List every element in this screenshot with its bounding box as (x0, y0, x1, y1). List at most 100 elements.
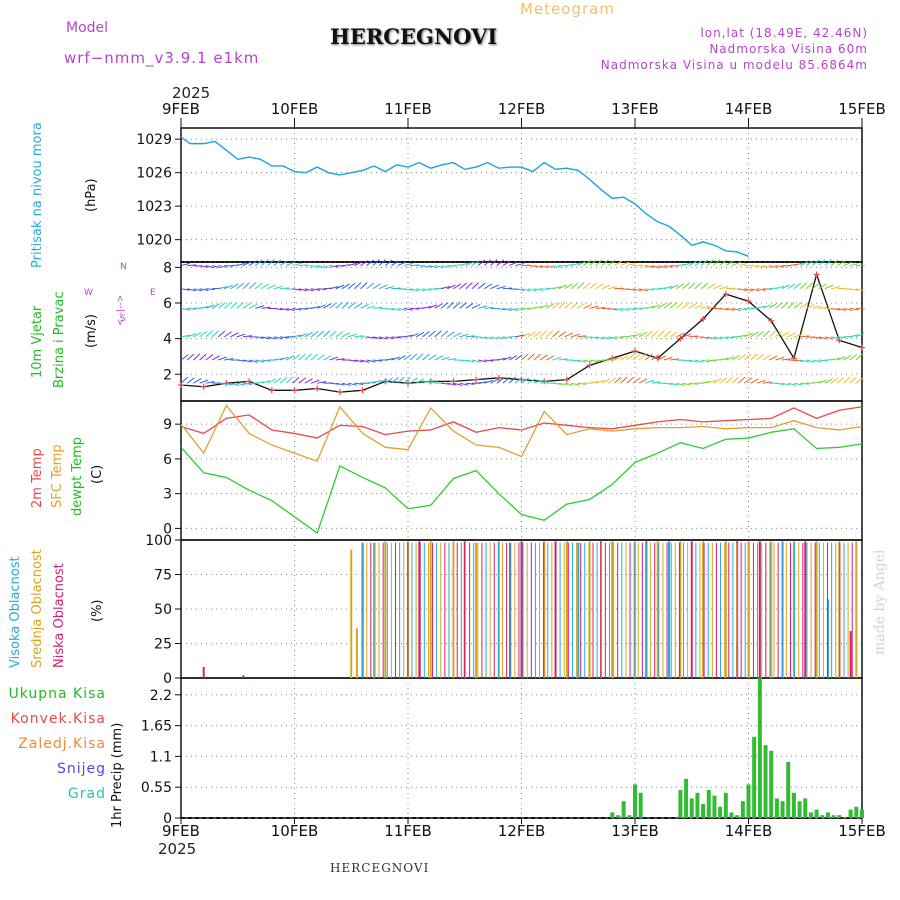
wind-barb (478, 381, 488, 384)
wind-barb (725, 287, 735, 290)
wind-barb (477, 259, 486, 266)
wind-barb (707, 359, 717, 362)
wind-barb (837, 356, 846, 361)
wind-barb (465, 359, 475, 363)
wind-barb (410, 307, 420, 310)
wind-barb (515, 288, 525, 291)
wind-barb (459, 302, 467, 309)
wind-barb (719, 357, 729, 361)
wind-barb (465, 382, 475, 385)
wind-barb (360, 359, 370, 363)
wind-barb (248, 260, 257, 266)
wind-barb (620, 376, 628, 384)
wind-barb (329, 286, 339, 290)
precip-bar (684, 778, 689, 818)
wind-barb (570, 382, 580, 386)
wind-barb (793, 382, 803, 386)
wind-barb (310, 379, 320, 384)
wind-barb (812, 359, 822, 363)
wind-barb (502, 287, 512, 290)
wind-barb (700, 305, 710, 309)
wind-barb (329, 382, 339, 385)
wind-barb (818, 283, 827, 290)
wind-barb (366, 282, 374, 290)
wind-barb (186, 353, 195, 361)
wind-barb (217, 302, 226, 309)
wind-barb (552, 356, 562, 361)
wind-barb (843, 307, 853, 311)
wind-barb (756, 379, 766, 384)
wind-barb (323, 355, 332, 361)
wind-barb (391, 356, 401, 361)
wind-barb (595, 259, 603, 266)
wind-barb (577, 359, 587, 363)
wind-barb (688, 382, 698, 385)
wind-barb (286, 261, 295, 267)
wind-barb (354, 359, 364, 363)
precip-bar (831, 815, 836, 818)
wind-barb (416, 331, 425, 338)
low-cloud-bar (520, 541, 523, 678)
dewpt-line (180, 428, 863, 535)
wind-barb (310, 353, 319, 361)
wind-barb (465, 282, 473, 290)
wind-barb (453, 332, 462, 338)
y-tick-label: 3 (163, 487, 172, 503)
wind-barb (465, 335, 475, 338)
wind-barb (409, 377, 418, 384)
wind-speed-marker (700, 316, 707, 323)
wind-barb (570, 359, 581, 362)
precip-bar (860, 809, 864, 818)
wind-barb (478, 359, 488, 363)
wind-barb (378, 259, 387, 266)
wind-barb (800, 335, 810, 338)
wind-barb (440, 286, 450, 290)
y-tick-label: 1026 (136, 166, 172, 182)
wind-barb (638, 378, 648, 384)
wind-barb (248, 282, 257, 290)
wind-barb (372, 359, 382, 362)
wind-barb (422, 288, 432, 291)
wind-barb (422, 353, 430, 361)
wind-barb (719, 286, 729, 290)
wind-barb (372, 283, 381, 290)
mid-cloud-bar (656, 541, 659, 678)
wind-barb (391, 307, 401, 311)
wind-speed-marker (200, 383, 207, 390)
wind-barb (675, 301, 684, 309)
y-tick-label: 1020 (136, 233, 172, 249)
wind-barb (242, 261, 252, 267)
wind-barb (775, 330, 783, 338)
wind-speed-marker (609, 355, 616, 362)
wind-barb (298, 307, 308, 310)
wind-barb (706, 283, 716, 290)
wind-barb (484, 379, 494, 384)
wind-barb (236, 282, 245, 290)
wind-barb (762, 381, 772, 384)
wind-barb (707, 336, 717, 340)
wind-barb (539, 381, 550, 384)
wind-barb (744, 377, 752, 384)
wind-barb (806, 359, 816, 363)
wind-barb (775, 356, 785, 361)
wind-barb (317, 304, 326, 309)
wind-speed-marker (336, 389, 343, 396)
wind-barb (490, 259, 498, 266)
wind-barb (694, 359, 704, 363)
precip-bar (786, 762, 791, 818)
low-cloud-bar (509, 542, 512, 678)
wind-barb (335, 382, 345, 386)
wind-barb (347, 302, 356, 309)
pressure-line (180, 136, 749, 258)
wind-barb (756, 330, 765, 338)
wind-barb (682, 302, 690, 309)
wind-barb (422, 305, 432, 309)
wind-barb (806, 304, 815, 309)
wind-barb (323, 303, 332, 309)
wind-barb (812, 282, 820, 290)
wind-barb (533, 288, 543, 291)
wind-barb (391, 336, 401, 339)
wind-barb (199, 265, 209, 268)
wind-barb (292, 262, 302, 267)
wind-barb (837, 336, 847, 339)
